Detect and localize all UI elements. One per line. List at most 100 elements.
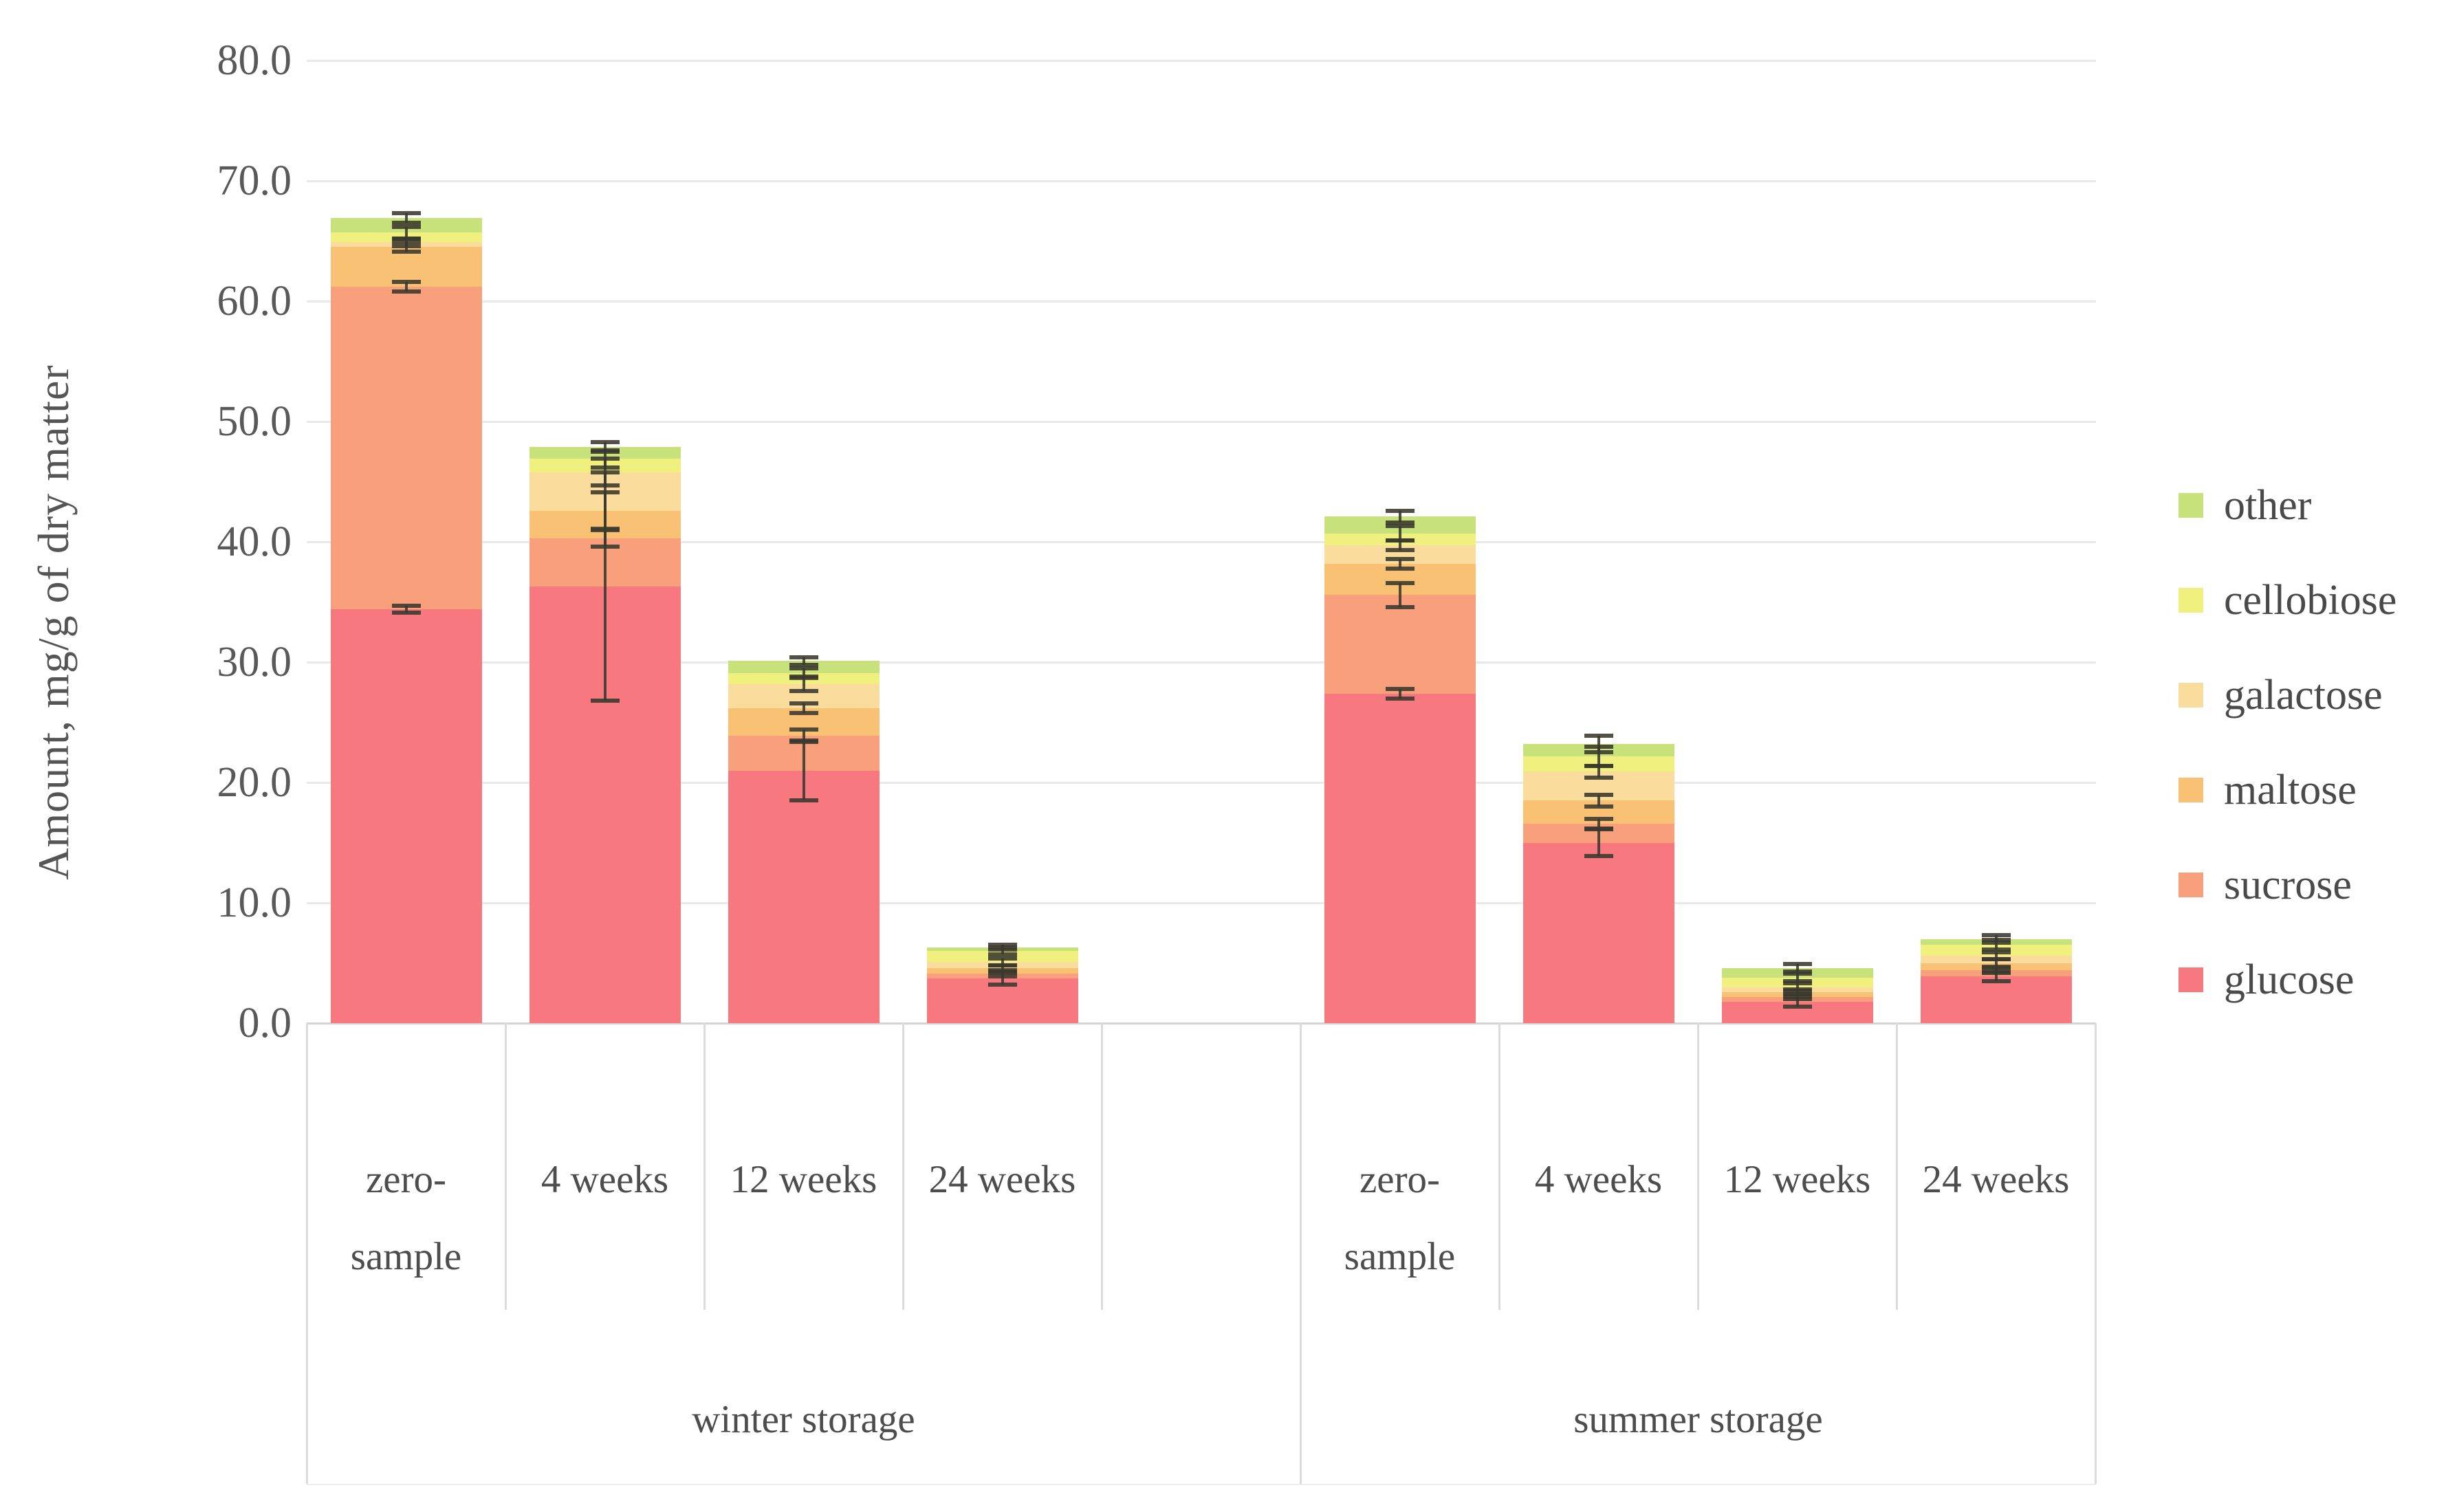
error-bar-line-other [404,213,408,223]
legend: other cellobiose galactose maltose sucrose gl… [2178,481,2396,1051]
error-bar-cap [1385,604,1415,609]
gridline [307,59,2096,62]
error-bar-line-glucose [603,472,607,701]
error-bar-cap [1981,957,2011,962]
error-bar-line-galactose [404,239,408,246]
legend-label-other: other [2224,482,2312,529]
error-bar-cap [1385,524,1415,529]
error-bar-line-cellobiose [1398,526,1401,541]
error-bar-cap [1782,969,1812,974]
error-bar-cap [1981,964,2011,969]
error-bar-cap [391,280,421,284]
error-bar-cap [789,662,818,667]
category-divider [1498,1023,1500,1310]
error-bar-line-glucose [1795,996,1799,1007]
error-bar-cap [1782,972,1812,976]
legend-item-sucrose: sucrose [2178,861,2396,909]
category-label: 24 weeks [928,1158,1076,1201]
error-bar-cap [987,947,1017,952]
y-tick-label: 70.0 [217,157,292,204]
error-bar-cap [987,943,1017,947]
error-bar-line-other [1795,964,1799,972]
group-label: summer storage [1573,1398,1823,1441]
error-bar-line-other [1398,510,1401,523]
error-bar-cap [1782,962,1812,967]
legend-swatch-glucose [2178,967,2203,992]
error-bar-cap [789,739,818,744]
legend-item-maltose: maltose [2178,766,2396,814]
error-bar-cap [590,439,620,444]
error-bar-cap [391,603,421,608]
gridline [307,540,2096,543]
error-bar-cap [1385,538,1415,543]
error-bar-line-sucrose [603,529,607,547]
error-bar-cap [1782,1004,1812,1009]
error-bar-cap [1782,988,1812,993]
error-bar-cap [391,221,421,226]
error-bar-line-cellobiose [1597,746,1600,766]
error-bar-cap [987,952,1017,957]
category-label: zero-sample [1344,1158,1456,1278]
error-bar-line-galactose [1398,540,1401,551]
error-bar-cap [590,545,620,549]
error-bar-cap [1782,997,1812,1001]
error-bar-cap [1385,508,1415,513]
category-label: zero-sample [350,1158,462,1278]
error-bar-cap [1385,566,1415,571]
legend-label-galactose: galactose [2224,672,2383,719]
gridline [307,781,2096,784]
error-bar-line-other [1994,935,1998,943]
error-bar-line-sucrose [1795,994,1799,999]
error-bar-line-glucose [404,605,408,613]
error-bar-line-cellobiose [603,450,607,468]
legend-item-galactose: galactose [2178,671,2396,719]
category-divider [1696,1023,1699,1310]
error-bar-line-sucrose [1001,971,1004,976]
group-divider [305,1023,308,1484]
y-tick-label: 80.0 [217,37,292,84]
y-tick-label: 30.0 [217,639,292,686]
error-bar-line-other [1597,735,1600,753]
error-bar-line-other [1001,945,1004,950]
error-bar-cap [391,243,421,248]
error-bar-cap [391,224,421,229]
y-tick-label: 40.0 [217,518,292,565]
y-tick-label: 60.0 [217,278,292,325]
error-bar-cap [1584,750,1613,755]
error-bar-line-sucrose [802,730,805,742]
legend-label-cellobiose: cellobiose [2224,577,2397,624]
error-bar-cap [1385,521,1415,525]
error-bar-cap [1584,816,1613,821]
category-divider [1100,1023,1103,1310]
error-bar-line-maltose [1994,959,1998,967]
error-bar-cap [1981,970,2011,975]
error-bar-cap [789,701,818,705]
error-bar-line-glucose [1001,972,1004,985]
category-divider [1895,1023,1898,1310]
error-bar-cap [1981,978,2011,983]
group-divider [1299,1023,1302,1484]
error-bar-cap [391,289,421,294]
error-bar-line-galactose [802,677,805,691]
error-bar-cap [1584,853,1613,858]
error-bar-line-galactose [1795,983,1799,991]
error-bar-line-galactose [1994,952,1998,960]
error-bar-cap [789,675,818,680]
error-bar-line-galactose [1597,765,1600,778]
error-bar-cap [1584,776,1613,780]
error-bar-line-cellobiose [1795,974,1799,981]
bar-segment-glucose [728,770,880,1023]
error-bar-line-maltose [1398,558,1401,569]
category-label: 24 weeks [1922,1158,2070,1201]
axis-bottom-border [307,1484,2096,1485]
category-divider [703,1023,706,1310]
error-bar-line-glucose [802,740,805,801]
y-tick-label: 0.0 [238,1000,292,1047]
error-bar-cap [987,956,1017,961]
error-bar-cap [789,798,818,803]
category-label: 4 weeks [540,1158,669,1201]
error-bar-cap [1385,548,1415,553]
error-bar-cap [1981,933,2011,938]
error-bar-line-other [802,657,805,665]
error-bar-cap [789,666,818,670]
